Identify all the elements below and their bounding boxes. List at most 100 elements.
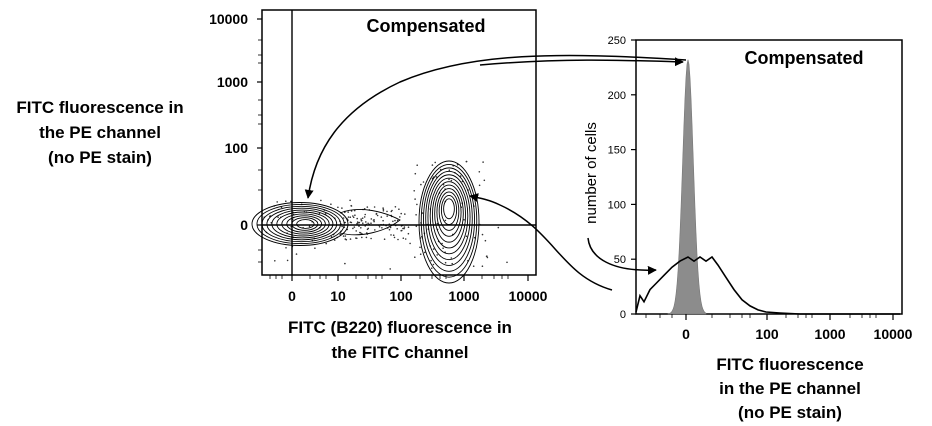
- positive-population-contour: [429, 177, 469, 255]
- scatter-dot: [373, 206, 376, 208]
- scatter-dot: [392, 234, 395, 236]
- histogram-x-ticks: 0 100 1000 10000: [645, 314, 913, 342]
- histogram-x-tick-label: 100: [755, 326, 779, 342]
- scatter-dot: [450, 257, 453, 259]
- histogram-y-tick-label: 150: [608, 145, 626, 157]
- histogram-y-tick-label: 0: [620, 309, 626, 321]
- scatter-dot: [359, 232, 362, 234]
- scatter-dot: [413, 190, 416, 192]
- scatter-dot: [415, 225, 418, 228]
- positive-population-contour: [423, 167, 475, 272]
- scatter-dot: [478, 171, 481, 173]
- positive-population-contour: [431, 181, 467, 249]
- scatter-dot: [465, 160, 468, 163]
- scatter-dot: [285, 247, 287, 249]
- scatter-dot: [402, 237, 405, 239]
- scatter-dot: [349, 199, 351, 202]
- scatter-dot: [423, 251, 426, 254]
- scatter-dot: [482, 161, 484, 163]
- scatter-dot: [430, 259, 432, 262]
- scatter-dot: [277, 216, 279, 218]
- scatter-dot: [497, 226, 500, 229]
- scatter-dot: [421, 212, 424, 214]
- scatter-dot: [344, 262, 346, 265]
- scatter-dot: [358, 225, 360, 227]
- scatter-dot: [341, 207, 343, 209]
- scatter-dot: [352, 216, 355, 219]
- histogram-y-axis-label: number of cells: [583, 122, 600, 224]
- scatter-dot: [416, 203, 418, 206]
- scatter-dot: [373, 219, 376, 221]
- histogram-y-tick-label: 250: [608, 35, 626, 47]
- scatter-dot: [356, 221, 359, 223]
- histogram-x-tick-label: 1000: [814, 326, 845, 342]
- scatter-dot: [347, 216, 350, 218]
- contour-x-tick-label: 10: [330, 288, 346, 304]
- scatter-dot: [409, 242, 411, 245]
- scatter-dot: [361, 217, 364, 219]
- scatter-dot: [324, 213, 327, 215]
- scatter-dot: [400, 229, 403, 232]
- contour-plot-frame: [261, 9, 537, 276]
- scatter-dot: [342, 217, 345, 219]
- scatter-dot: [360, 218, 362, 220]
- scatter-dot: [370, 218, 373, 220]
- histogram-y-tick-label: 100: [608, 199, 626, 211]
- histogram-y-tick-label: 50: [614, 254, 626, 266]
- scatter-dot: [361, 236, 363, 239]
- contour-y-tick-label: 10000: [209, 11, 248, 27]
- scatter-dot: [382, 210, 385, 212]
- scatter-dot: [350, 210, 353, 212]
- scatter-dot: [396, 228, 399, 230]
- scatter-dot: [374, 229, 376, 231]
- negative-population-contour: [256, 203, 345, 245]
- scatter-dot: [481, 233, 484, 236]
- scatter-dot: [342, 235, 345, 237]
- contour-x-label-line: FITC (B220) fluorescence in: [288, 318, 512, 337]
- scatter-dot: [375, 212, 378, 215]
- positive-population-contour: [420, 163, 478, 278]
- scatter-dot: [314, 247, 316, 249]
- negative-population-contour: [251, 202, 349, 246]
- contour-y-tick-label: 100: [225, 140, 249, 156]
- positive-population-contour: [438, 191, 460, 231]
- contour-lines: [251, 160, 480, 284]
- scatter-dot: [367, 227, 370, 230]
- contour-y-tick-label: 0: [240, 217, 248, 233]
- scatter-dot: [456, 163, 459, 166]
- arrow-peak-to-negative: [304, 54, 687, 199]
- scatter-dot: [481, 265, 484, 268]
- scatter-dot: [365, 221, 367, 223]
- scatter-dot: [390, 210, 393, 213]
- scatter-dot: [403, 227, 405, 230]
- scatter-dot: [434, 161, 437, 164]
- contour-x-label-line: the FITC channel: [332, 343, 469, 362]
- scatter-dot: [380, 216, 383, 218]
- scatter-dot: [399, 216, 401, 218]
- bridge-contour: [339, 209, 401, 236]
- histogram-x-axis-label: FITC fluorescence in the PE channel (no PE…: [716, 355, 863, 422]
- scatter-dot: [388, 228, 391, 231]
- scatter-dot: [431, 164, 434, 166]
- scatter-dots: [263, 160, 508, 270]
- scatter-dot: [362, 222, 364, 224]
- positive-population-contour: [418, 160, 480, 284]
- scatter-dot: [451, 262, 454, 265]
- scatter-dot: [414, 198, 416, 200]
- scatter-dot: [358, 221, 361, 224]
- scatter-dot: [349, 238, 352, 240]
- scatter-dot: [397, 238, 399, 241]
- scatter-dot: [486, 256, 489, 259]
- histogram-series-positive: [635, 255, 900, 315]
- scatter-dot: [430, 267, 433, 270]
- scatter-dot: [330, 203, 332, 205]
- contour-x-tick-label: 0: [288, 288, 296, 304]
- scatter-dot: [381, 227, 383, 229]
- contour-x-axis-label: FITC (B220) fluorescence in the FITC chan…: [288, 318, 512, 362]
- scatter-dot: [432, 248, 435, 250]
- scatter-dot: [290, 200, 292, 203]
- scatter-dot: [400, 212, 403, 215]
- scatter-dot: [333, 239, 336, 241]
